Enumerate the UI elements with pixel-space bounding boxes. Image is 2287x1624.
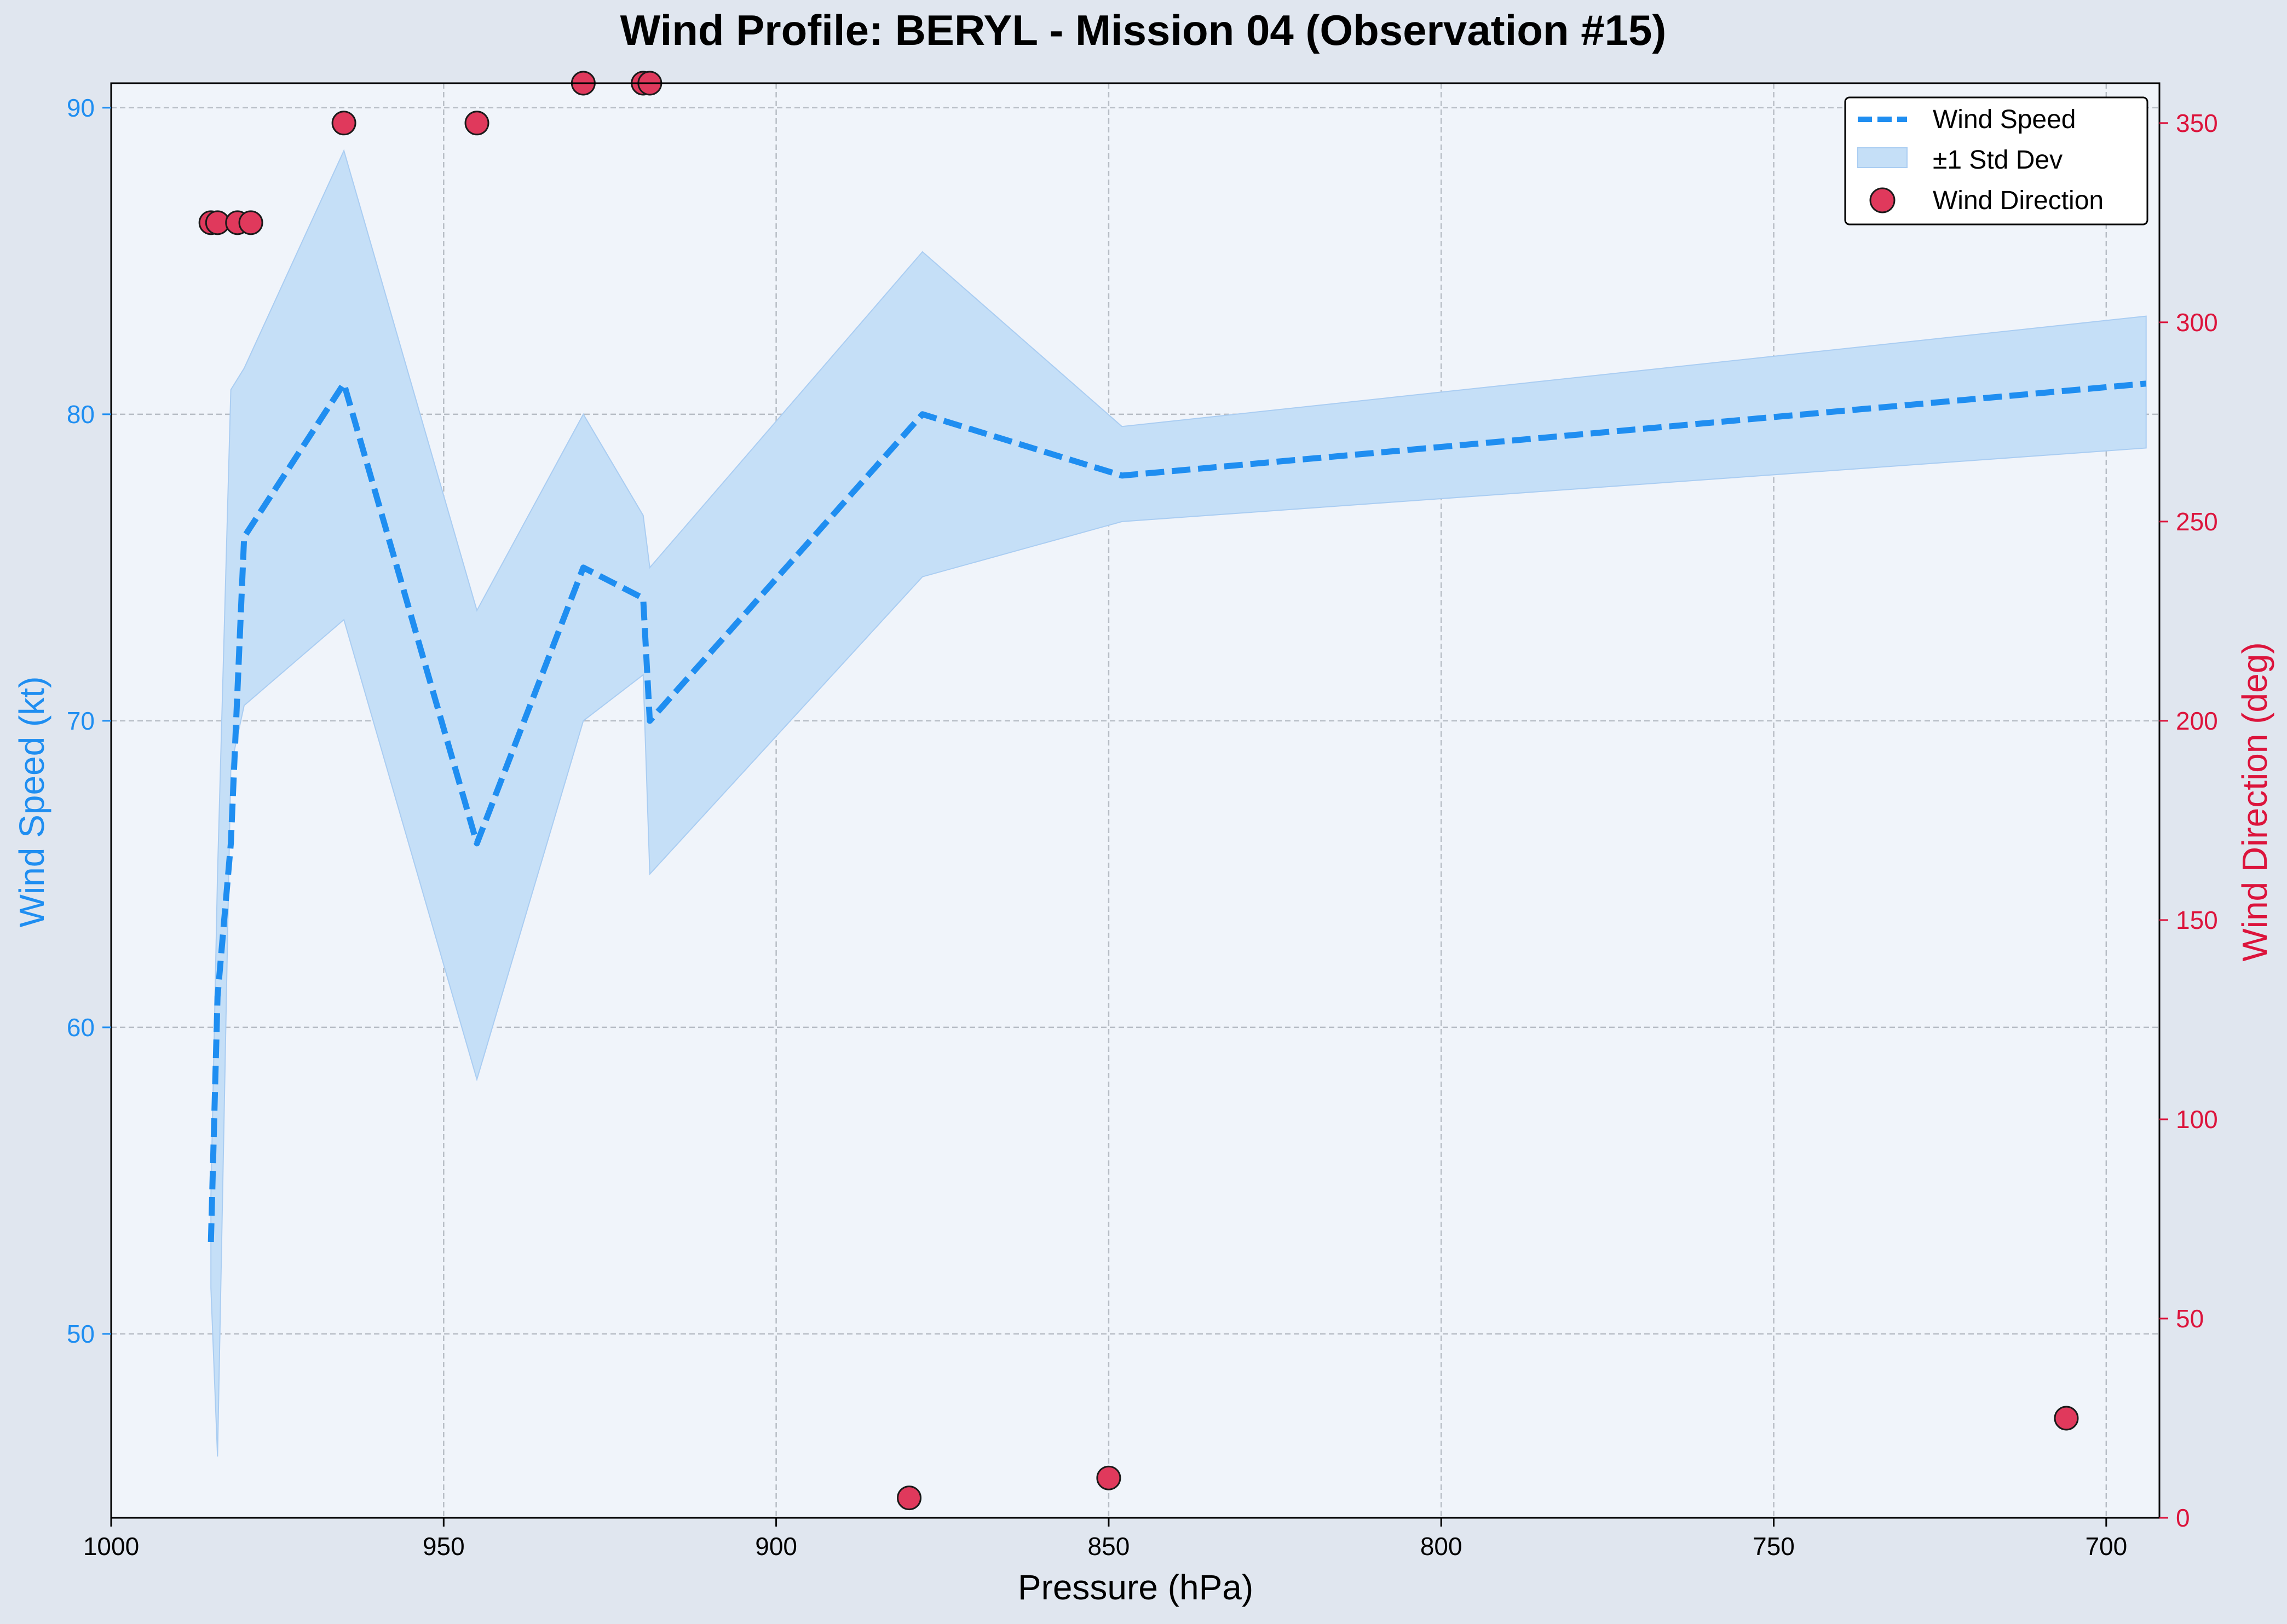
- x-tick-label: 750: [1753, 1532, 1795, 1561]
- legend-wind-speed-label: Wind Speed: [1933, 105, 2076, 134]
- wind-direction-point: [464, 111, 489, 136]
- right-axis-label: Wind Direction (deg): [2235, 642, 2274, 961]
- chart-title: Wind Profile: BERYL - Mission 04 (Observ…: [620, 6, 1667, 54]
- x-tick-label: 900: [755, 1532, 797, 1561]
- right-tick-label: 350: [2176, 109, 2218, 137]
- right-tick-label: 300: [2176, 308, 2218, 337]
- wind-direction-point: [2054, 1406, 2079, 1431]
- x-tick-label: 800: [1420, 1532, 1462, 1561]
- left-axis-label: Wind Speed (kt): [12, 677, 51, 928]
- left-tick-label: 70: [67, 707, 95, 735]
- legend-std-dev-label: ±1 Std Dev: [1933, 146, 2063, 175]
- wind-direction-point: [238, 210, 263, 235]
- left-axis-ticks: 50 60 70 80 90: [67, 94, 111, 1348]
- legend-wind-direction-label: Wind Direction: [1933, 186, 2104, 215]
- right-tick-label: 250: [2176, 507, 2218, 536]
- legend-wind-direction-swatch: [1869, 187, 1896, 213]
- wind-direction-point: [1096, 1465, 1121, 1490]
- right-axis-ticks: 0 50 100 150 200 250 300 350: [2159, 109, 2218, 1532]
- right-tick-label: 150: [2176, 906, 2218, 934]
- right-tick-label: 100: [2176, 1105, 2218, 1134]
- left-tick-label: 90: [67, 94, 95, 122]
- plot-frame: [110, 82, 2161, 1519]
- wind-direction-point: [331, 111, 356, 136]
- left-tick-label: 60: [67, 1013, 95, 1042]
- x-axis-label: Pressure (hPa): [1018, 1568, 1253, 1607]
- legend-std-dev-swatch: [1857, 147, 1908, 168]
- x-tick-label: 1000: [83, 1532, 139, 1561]
- wind-speed-line: [208, 380, 2147, 1242]
- x-axis-ticks: 1000 950 900 850 800 750 700: [83, 1518, 2127, 1561]
- left-tick-label: 50: [67, 1320, 95, 1348]
- wind-direction-point: [897, 1486, 922, 1511]
- x-tick-label: 950: [423, 1532, 465, 1561]
- left-tick-label: 80: [67, 400, 95, 429]
- x-tick-label: 850: [1088, 1532, 1130, 1561]
- legend: Wind Speed ±1 Std Dev Wind Direction: [1844, 96, 2148, 226]
- x-tick-label: 700: [2085, 1532, 2127, 1561]
- std-dev-band: [210, 149, 2147, 1457]
- right-tick-label: 0: [2176, 1504, 2190, 1532]
- legend-box: [1844, 96, 2148, 226]
- right-tick-label: 200: [2176, 707, 2218, 735]
- right-tick-label: 50: [2176, 1304, 2204, 1333]
